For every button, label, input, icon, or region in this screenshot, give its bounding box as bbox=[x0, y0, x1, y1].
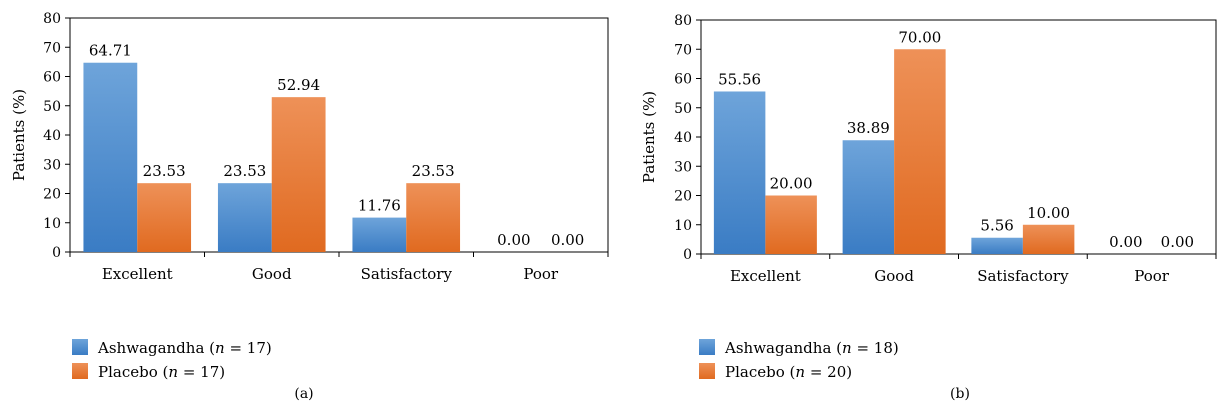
data-label: 0.00 bbox=[1109, 233, 1142, 251]
legend-swatch bbox=[72, 363, 88, 379]
bar-placebo bbox=[406, 183, 461, 252]
data-label: 10.00 bbox=[1027, 204, 1070, 222]
bar-placebo bbox=[271, 97, 326, 252]
legend-entry: Placebo (n = 17) bbox=[98, 363, 225, 381]
y-tick-label: 0 bbox=[683, 247, 692, 263]
x-category-label: Excellent bbox=[730, 267, 801, 285]
bar-ashwagandha bbox=[352, 217, 407, 252]
data-label: 55.56 bbox=[718, 70, 761, 88]
y-tick-label: 0 bbox=[52, 245, 61, 261]
bar-placebo bbox=[894, 49, 946, 254]
bar-placebo bbox=[765, 195, 817, 254]
y-tick-label: 40 bbox=[674, 130, 692, 146]
y-tick-label: 20 bbox=[674, 189, 692, 205]
y-tick-label: 10 bbox=[43, 216, 61, 232]
y-tick-label: 50 bbox=[43, 99, 61, 115]
bar-ashwagandha bbox=[842, 140, 895, 254]
data-label: 52.94 bbox=[277, 76, 320, 94]
y-axis-label: Patients (%) bbox=[10, 89, 28, 181]
panel-label: (b) bbox=[950, 386, 970, 402]
data-label: 0.00 bbox=[497, 231, 530, 249]
x-category-label: Poor bbox=[523, 265, 559, 283]
data-label: 64.71 bbox=[89, 42, 132, 60]
panel-label: (a) bbox=[294, 386, 313, 402]
bar-ashwagandha bbox=[713, 91, 766, 254]
data-label: 38.89 bbox=[847, 119, 890, 137]
data-label: 5.56 bbox=[980, 217, 1013, 235]
y-tick-label: 80 bbox=[674, 13, 692, 29]
y-tick-label: 60 bbox=[674, 72, 692, 88]
legend-swatch bbox=[72, 339, 88, 355]
legend-swatch bbox=[699, 363, 715, 379]
y-tick-label: 40 bbox=[43, 128, 61, 144]
chart-panel-b: 0 10 20 30 40 50 60 70 80 Excellent Good Satisfacto… bbox=[640, 13, 1217, 402]
legend-entry: Ashwagandha (n = 17) bbox=[97, 339, 272, 357]
y-axis-label: Patients (%) bbox=[640, 91, 658, 183]
bar-placebo bbox=[1022, 224, 1075, 254]
y-tick-label: 70 bbox=[43, 40, 61, 56]
data-label: 23.53 bbox=[412, 162, 455, 180]
chart-panel-a: 0 10 20 30 40 50 60 70 80 Excellent Good Satisfacto… bbox=[10, 11, 609, 402]
data-label: 11.76 bbox=[358, 197, 401, 215]
y-tick-label: 30 bbox=[674, 159, 692, 175]
data-label: 23.53 bbox=[223, 162, 266, 180]
data-label: 23.53 bbox=[143, 162, 186, 180]
x-category-label: Satisfactory bbox=[361, 265, 453, 283]
bar-ashwagandha bbox=[971, 237, 1023, 254]
y-tick-label: 80 bbox=[43, 11, 61, 27]
legend-entry: Ashwagandha (n = 18) bbox=[724, 339, 899, 357]
x-category-label: Poor bbox=[1134, 267, 1170, 285]
y-tick-label: 50 bbox=[674, 101, 692, 117]
data-label: 0.00 bbox=[551, 231, 584, 249]
legend-swatch bbox=[699, 339, 715, 355]
y-tick-label: 30 bbox=[43, 157, 61, 173]
bar-placebo bbox=[137, 183, 192, 252]
y-tick-label: 20 bbox=[43, 187, 61, 203]
x-category-label: Excellent bbox=[102, 265, 173, 283]
data-label: 0.00 bbox=[1161, 233, 1194, 251]
bar-ashwagandha bbox=[217, 183, 272, 252]
y-tick-label: 10 bbox=[674, 218, 692, 234]
x-category-label: Good bbox=[874, 267, 914, 285]
data-label: 70.00 bbox=[898, 28, 941, 46]
data-label: 20.00 bbox=[770, 175, 813, 193]
y-tick-label: 70 bbox=[674, 42, 692, 58]
bar-ashwagandha bbox=[83, 62, 138, 252]
x-category-label: Satisfactory bbox=[977, 267, 1069, 285]
y-tick-label: 60 bbox=[43, 70, 61, 86]
legend-entry: Placebo (n = 20) bbox=[725, 363, 852, 381]
x-category-label: Good bbox=[252, 265, 292, 283]
